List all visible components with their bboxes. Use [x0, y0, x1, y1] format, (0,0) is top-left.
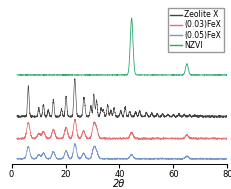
X-axis label: 2θ: 2θ: [113, 179, 125, 189]
Legend: Zeolite X, (0.03)FeX, (0.05)FeX, NZVI: Zeolite X, (0.03)FeX, (0.05)FeX, NZVI: [167, 8, 223, 52]
